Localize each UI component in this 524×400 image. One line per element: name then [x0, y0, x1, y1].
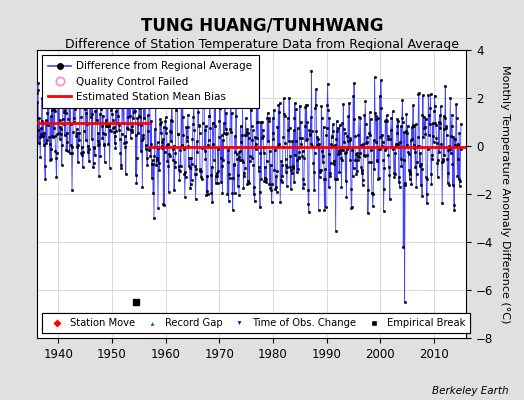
Legend: Station Move, Record Gap, Time of Obs. Change, Empirical Break: Station Move, Record Gap, Time of Obs. C… — [42, 313, 470, 333]
Y-axis label: Monthly Temperature Anomaly Difference (°C): Monthly Temperature Anomaly Difference (… — [500, 65, 510, 323]
Text: TUNG HUANG/TUNHWANG: TUNG HUANG/TUNHWANG — [141, 16, 383, 34]
Text: Berkeley Earth: Berkeley Earth — [432, 386, 508, 396]
Text: Difference of Station Temperature Data from Regional Average: Difference of Station Temperature Data f… — [65, 38, 459, 51]
